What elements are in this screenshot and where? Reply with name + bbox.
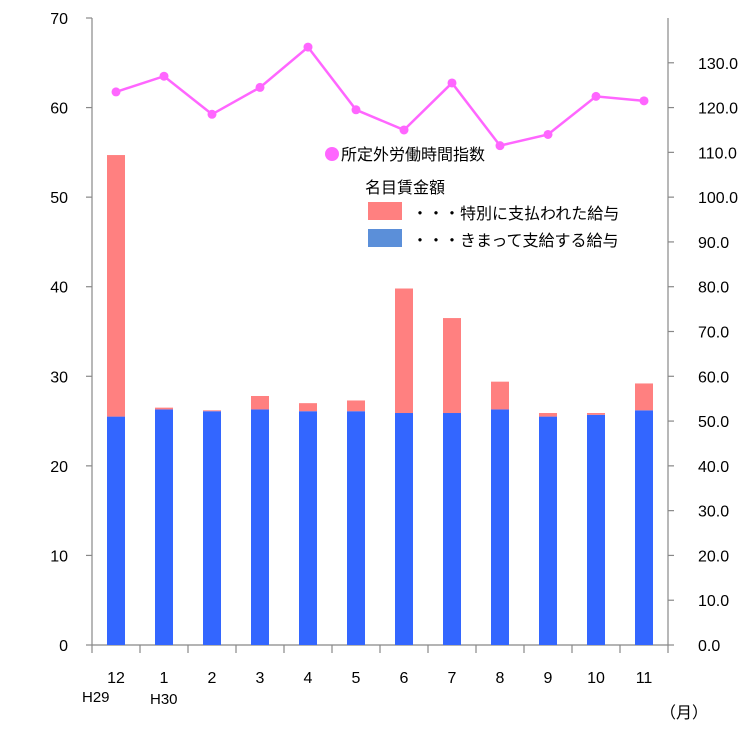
overtime-index-point <box>111 87 121 97</box>
bar-special-wages <box>155 407 173 410</box>
bar-special-wages <box>587 413 605 415</box>
right-tick-label: 30.0 <box>698 504 729 521</box>
x-tick-label: 10 <box>587 670 605 687</box>
overtime-index-point <box>495 141 505 151</box>
bar-special-wages <box>635 383 653 411</box>
legend-line-marker <box>325 147 339 161</box>
left-tick-label: 50 <box>50 190 68 207</box>
right-tick-label: 0.0 <box>698 638 720 655</box>
right-tick-label: 80.0 <box>698 280 729 297</box>
bar-regular-wages <box>107 416 125 645</box>
bar-special-wages <box>347 400 365 412</box>
right-tick-label: 20.0 <box>698 548 729 565</box>
left-tick-label: 60 <box>50 101 68 118</box>
x-tick-label: 11 <box>636 670 653 687</box>
x-tick-label: 9 <box>544 670 553 687</box>
legend: 所定外労働時間指数 名目賃金額 ・・・特別に支払われた給与 ・・・きまって支給す… <box>325 145 619 250</box>
bar-regular-wages <box>251 409 269 645</box>
bar-regular-wages <box>443 413 461 645</box>
right-tick-label: 120.0 <box>698 101 738 118</box>
legend-swatch-regular <box>368 229 402 247</box>
left-tick-label: 0 <box>59 638 68 655</box>
x-tick-label: 7 <box>448 670 457 687</box>
bar-regular-wages <box>635 410 653 645</box>
bars-layer <box>107 155 653 645</box>
left-tick-label: 70 <box>50 11 68 28</box>
right-tick-label: 50.0 <box>698 414 729 431</box>
left-tick-label: 10 <box>50 548 68 565</box>
bar-special-wages <box>107 155 125 417</box>
overtime-index-point <box>255 82 265 92</box>
x-unit-label: （月） <box>660 704 708 722</box>
bar-regular-wages <box>539 416 557 645</box>
overtime-index-point <box>543 129 553 139</box>
labels-layer: 0 10 20 30 40 50 60 70 0.0 10.0 20.0 30.0 40.0 50.0 60… <box>50 11 738 687</box>
bar-regular-wages <box>203 411 221 645</box>
right-tick-label: 60.0 <box>698 369 729 386</box>
left-tick-label: 40 <box>50 280 68 297</box>
x-tick-label: 4 <box>304 670 313 687</box>
legend-regular-label: ・・・きまって支給する給与 <box>412 231 619 250</box>
legend-special-label: ・・・特別に支払われた給与 <box>412 204 619 223</box>
right-tick-label: 70.0 <box>698 325 729 342</box>
overtime-index-point <box>159 71 169 81</box>
x-tick-label: 1 <box>160 670 169 687</box>
bar-regular-wages <box>587 414 605 645</box>
overtime-index-point <box>447 78 457 88</box>
right-tick-label: 100.0 <box>698 190 738 207</box>
overtime-index-point <box>303 42 313 52</box>
left-tick-label: 20 <box>50 459 68 476</box>
left-tick-label: 30 <box>50 369 68 386</box>
bar-regular-wages <box>299 411 317 645</box>
era-label-h29: H29 <box>82 689 110 706</box>
bar-regular-wages <box>347 411 365 645</box>
bar-special-wages <box>299 403 317 412</box>
x-tick-label: 5 <box>352 670 361 687</box>
bar-special-wages <box>443 318 461 414</box>
legend-title: 名目賃金額 <box>365 178 445 197</box>
legend-line-label: 所定外労働時間指数 <box>341 145 485 164</box>
bar-special-wages <box>251 395 269 410</box>
bar-regular-wages <box>491 409 509 645</box>
overtime-index-point <box>399 125 409 135</box>
x-tick-label: 3 <box>256 670 265 687</box>
bar-special-wages <box>491 381 509 410</box>
right-tick-label: 110.0 <box>698 145 737 162</box>
x-tick-label: 8 <box>496 670 505 687</box>
right-tick-label: 40.0 <box>698 459 729 476</box>
right-tick-label: 130.0 <box>698 56 738 73</box>
overtime-index-point <box>639 96 649 106</box>
bar-regular-wages <box>155 409 173 645</box>
bar-special-wages <box>395 288 413 414</box>
bar-special-wages <box>539 413 557 417</box>
overtime-index-point <box>591 91 601 101</box>
era-label-h30: H30 <box>150 691 178 708</box>
bar-special-wages <box>203 410 221 412</box>
legend-swatch-special <box>368 202 402 220</box>
bar-regular-wages <box>395 413 413 645</box>
overtime-index-point <box>351 105 361 115</box>
axes <box>86 17 674 653</box>
right-tick-label: 10.0 <box>698 593 729 610</box>
right-tick-label: 90.0 <box>698 235 729 252</box>
overtime-index-line <box>115 45 645 148</box>
x-tick-label: 12 <box>107 670 125 687</box>
x-tick-label: 2 <box>208 670 217 687</box>
x-tick-label: 6 <box>400 670 409 687</box>
overtime-index-point <box>207 109 217 119</box>
line-layer <box>111 42 649 151</box>
